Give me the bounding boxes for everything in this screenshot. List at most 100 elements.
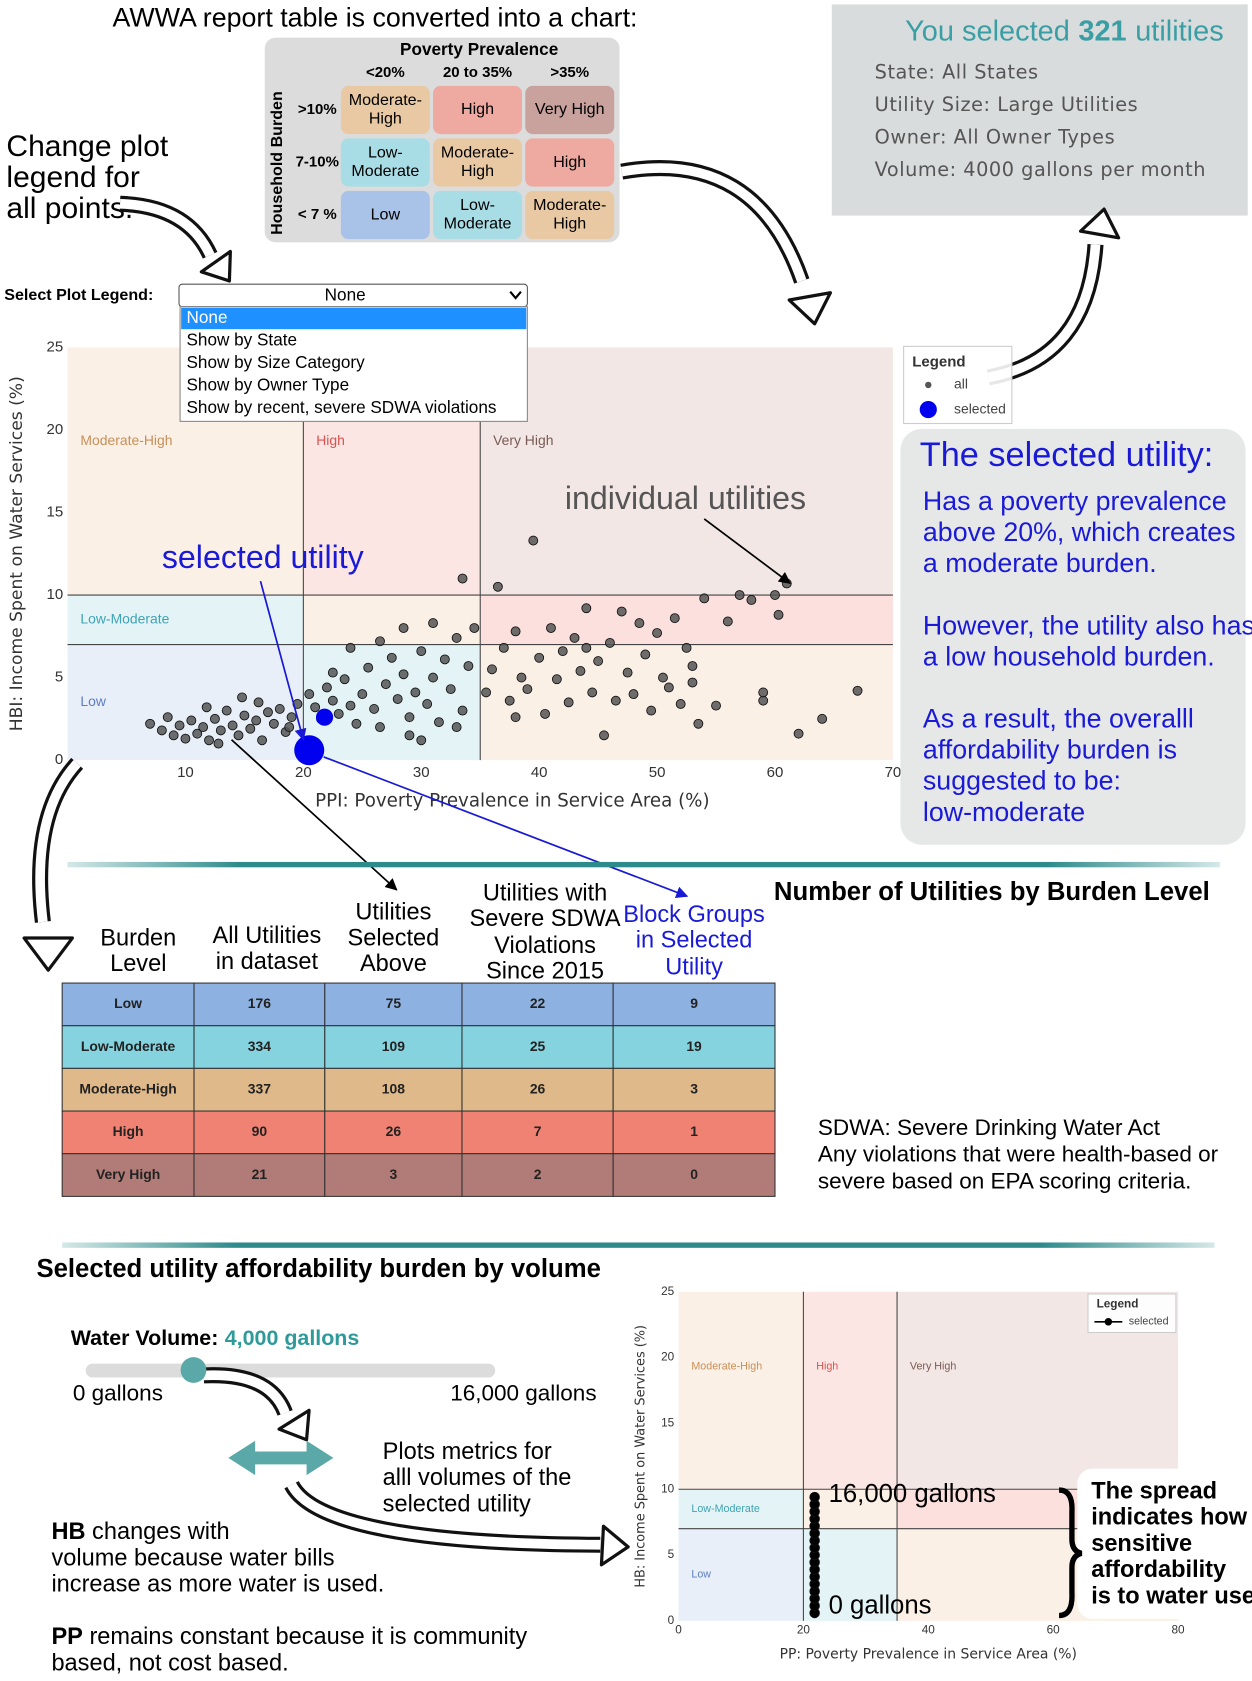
dropdown-option[interactable]: Show by State: [187, 330, 298, 350]
y-tick-label: 0: [55, 751, 63, 768]
table-cell-text: 21: [252, 1166, 268, 1182]
data-point: [310, 702, 321, 713]
awwa-row-title: Household Burden: [268, 91, 286, 235]
table-header: in Selected: [636, 926, 753, 952]
data-point: [722, 616, 733, 627]
legend-marker: [925, 381, 932, 389]
data-point: [237, 692, 247, 703]
table-cell-text: Moderate-High: [79, 1081, 176, 1097]
slider-value: 4,000 gallons: [225, 1326, 360, 1350]
awwa-cell: [340, 190, 430, 240]
x-tick-label: 60: [1047, 1624, 1061, 1637]
zone-label: Very High: [910, 1361, 956, 1373]
burden-zone: [480, 595, 893, 645]
table-cell: [324, 982, 463, 1027]
table-cell: [324, 1110, 463, 1155]
flow-arrow-head: [277, 1408, 311, 1442]
x-tick-label: 70: [885, 764, 902, 781]
data-point: [640, 649, 651, 660]
table-cell-text: 1: [690, 1123, 698, 1139]
data-point: [481, 687, 492, 698]
burden-zone: [678, 1489, 804, 1529]
selection-line: Utility Size: Large Utilities: [875, 93, 1139, 116]
data-point: [522, 684, 533, 695]
explanation-panel: [900, 428, 1246, 845]
selection-heading: You selected 321 utilities: [905, 15, 1224, 47]
awwa-cell-text: Moderate-: [349, 91, 422, 109]
table-cell: [612, 1153, 776, 1197]
x-tick-label: 40: [922, 1624, 936, 1637]
table-title: Number of Utilities by Burden Level: [774, 878, 1210, 906]
dropdown-option[interactable]: Show by recent, severe SDWA violations: [187, 397, 497, 417]
x-tick-label: 60: [767, 764, 784, 781]
dropdown-option[interactable]: Show by Size Category: [187, 352, 366, 372]
data-point: [398, 669, 409, 680]
dropdown-option[interactable]: Show by Owner Type: [187, 375, 350, 395]
data-point: [569, 633, 580, 643]
sdwa-note: severe based on EPA scoring criteria.: [818, 1168, 1192, 1193]
data-point: [581, 642, 592, 653]
awwa-cell: [525, 190, 615, 240]
data-point: [439, 654, 450, 665]
data-point: [327, 667, 338, 678]
y-tick-label: 10: [661, 1482, 675, 1495]
legend-label: selected: [1129, 1316, 1169, 1328]
table-cell-text: 22: [530, 995, 546, 1011]
brace: [1058, 1487, 1083, 1619]
x-tick-label: 30: [413, 764, 430, 781]
point-annotation: 16,000 gallons: [829, 1480, 996, 1508]
data-point: [663, 682, 674, 693]
data-point: [575, 666, 586, 676]
table-cell: [193, 1025, 326, 1069]
data-point: [646, 705, 657, 716]
data-point: [599, 730, 609, 741]
panel-text: above 20%, which creates: [923, 517, 1236, 547]
selection-panel: [831, 4, 1248, 216]
data-point: [758, 695, 769, 706]
awwa-cell-text: High: [553, 153, 586, 171]
slider-track: [85, 1363, 496, 1378]
data-point: [809, 1491, 820, 1503]
slider-thumb[interactable]: [180, 1357, 207, 1383]
data-point: [758, 687, 769, 698]
selection-line: Volume: 4000 gallons per month: [875, 158, 1206, 181]
awwa-cell-text: Moderate-: [441, 144, 514, 162]
flow-arrow: [35, 760, 81, 923]
data-point: [357, 689, 368, 700]
awwa-cell: [525, 85, 615, 135]
table-cell-text: 90: [252, 1123, 268, 1139]
dropdown-option[interactable]: None: [187, 307, 228, 327]
table-cell: [193, 1067, 326, 1112]
data-point: [156, 725, 167, 736]
spread-note-bg: [1077, 1468, 1252, 1619]
awwa-cell: [525, 138, 615, 187]
data-point: [587, 687, 598, 698]
pointer-arrow: [323, 756, 689, 898]
x-tick-label: 50: [649, 764, 666, 781]
awwa-column-label: >35%: [550, 64, 589, 81]
awwa-cell-text: High: [461, 162, 494, 180]
legend-note: all points.: [6, 192, 133, 225]
table-cell: [61, 1025, 195, 1069]
table-cell-text: 0: [690, 1166, 698, 1182]
x-axis-title: PPI: Poverty Prevalence in Service Area …: [315, 790, 709, 811]
data-point: [351, 718, 362, 729]
awwa-column-label: <20%: [366, 64, 405, 81]
table-header: Severe SDWA: [470, 905, 621, 931]
flow-arrow: [119, 198, 215, 258]
note-text: volume because water bills: [51, 1544, 334, 1570]
y-tick-label: 5: [668, 1548, 675, 1561]
plots-note: selected utility: [383, 1490, 531, 1516]
burden-zone: [678, 1291, 804, 1490]
table-cell-text: High: [113, 1123, 144, 1139]
table-cell: [461, 982, 614, 1027]
data-point: [284, 722, 295, 733]
table-header: Above: [360, 950, 427, 976]
data-point: [380, 679, 391, 690]
dropdown-highlight: [181, 307, 527, 330]
flow-arrow-head: [599, 1524, 630, 1567]
data-point: [204, 735, 214, 746]
awwa-row-label: >10%: [298, 101, 337, 118]
table-cell-text: 108: [382, 1081, 405, 1097]
table-cell: [61, 1110, 195, 1155]
